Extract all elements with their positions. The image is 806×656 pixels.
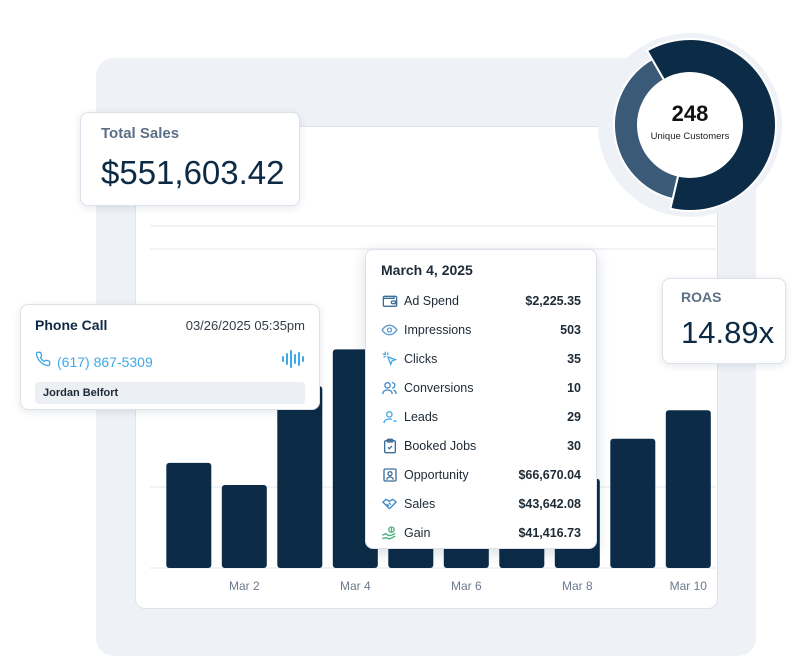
phone-call-card[interactable]: Phone Call 03/26/2025 05:35pm (617) 867-…: [20, 304, 320, 410]
tooltip-row-conversions: Conversions 10: [381, 373, 581, 402]
donut-segment-1: [645, 38, 777, 212]
tooltip-label: Ad Spend: [404, 293, 459, 308]
tooltip-value: $41,416.73: [518, 525, 581, 540]
unique-customers-label: Unique Customers: [650, 130, 730, 142]
tooltip-row-leads: Leads 29: [381, 402, 581, 431]
total-sales-value: $551,603.42: [101, 154, 285, 191]
bar-mar-10[interactable]: [665, 410, 711, 568]
wallet-icon: [381, 292, 398, 309]
tooltip-value: 10: [567, 380, 581, 395]
total-sales-title: Total Sales: [101, 125, 180, 142]
donut-chart: [598, 33, 782, 217]
chart-tooltip: March 4, 2025 Ad Spend $2,225.35 Impress…: [365, 249, 597, 549]
tooltip-row-sales: Sales $43,642.08: [381, 489, 581, 518]
tooltip-value: 503: [560, 322, 581, 337]
tooltip-label: Gain: [404, 525, 431, 540]
clipboard-check-icon: [381, 437, 398, 454]
tooltip-row-clicks: Clicks 35: [381, 344, 581, 373]
cursor-click-icon: [381, 350, 398, 367]
tooltip-row-ad-spend: Ad Spend $2,225.35: [381, 286, 581, 315]
tooltip-value: $2,225.35: [525, 293, 581, 308]
phone-number-link[interactable]: (617) 867-5309: [57, 353, 153, 370]
tooltip-value: 29: [567, 409, 581, 424]
tooltip-row-gain: Gain $41,416.73: [381, 518, 581, 547]
bar-mar-1[interactable]: [166, 462, 212, 568]
tooltip-label: Conversions: [404, 380, 474, 395]
tooltip-label: Opportunity: [404, 467, 469, 482]
id-badge-icon: [381, 466, 398, 483]
x-tick-label: Mar 6: [451, 579, 482, 593]
x-tick-label: Mar 8: [562, 579, 593, 593]
tooltip-row-booked-jobs: Booked Jobs 30: [381, 431, 581, 460]
tooltip-date: March 4, 2025: [381, 262, 473, 278]
bar-mar-3[interactable]: [277, 386, 323, 568]
tooltip-label: Booked Jobs: [404, 438, 477, 453]
audio-wave-icon[interactable]: [281, 349, 305, 374]
tooltip-value: $66,670.04: [518, 467, 581, 482]
total-sales-card: Total Sales $551,603.42: [80, 112, 300, 206]
bar-mar-2[interactable]: [221, 485, 267, 568]
unique-customers-value: 248: [671, 100, 709, 126]
roas-title: ROAS: [681, 289, 722, 305]
tooltip-label: Clicks: [404, 351, 438, 366]
unique-customers-donut: 248 Unique Customers: [597, 32, 783, 218]
caller-name-badge: Jordan Belfort: [35, 382, 305, 404]
donut-hole: [638, 73, 742, 177]
tooltip-label: Leads: [404, 409, 439, 424]
x-tick-label: Mar 2: [229, 579, 260, 593]
handshake-icon: [381, 495, 398, 512]
roas-value: 14.89x: [681, 315, 775, 350]
user-icon: [381, 408, 398, 425]
x-tick-label: Mar 4: [340, 579, 371, 593]
roas-card: ROAS 14.89x: [662, 278, 786, 364]
tooltip-value: 35: [567, 351, 581, 366]
phone-icon: [35, 351, 51, 372]
eye-icon: [381, 321, 398, 338]
tooltip-value: $43,642.08: [518, 496, 581, 511]
phone-call-title: Phone Call: [35, 317, 108, 333]
phone-call-datetime: 03/26/2025 05:35pm: [185, 317, 305, 333]
tooltip-label: Impressions: [404, 322, 472, 337]
users-icon: [381, 379, 398, 396]
tooltip-row-opportunity: Opportunity $66,670.04: [381, 460, 581, 489]
tooltip-label: Sales: [404, 496, 436, 511]
money-hand-icon: [381, 524, 398, 541]
tooltip-row-impressions: Impressions 503: [381, 315, 581, 344]
bar-mar-9[interactable]: [610, 438, 656, 568]
x-tick-label: Mar 10: [670, 579, 708, 593]
tooltip-value: 30: [567, 438, 581, 453]
